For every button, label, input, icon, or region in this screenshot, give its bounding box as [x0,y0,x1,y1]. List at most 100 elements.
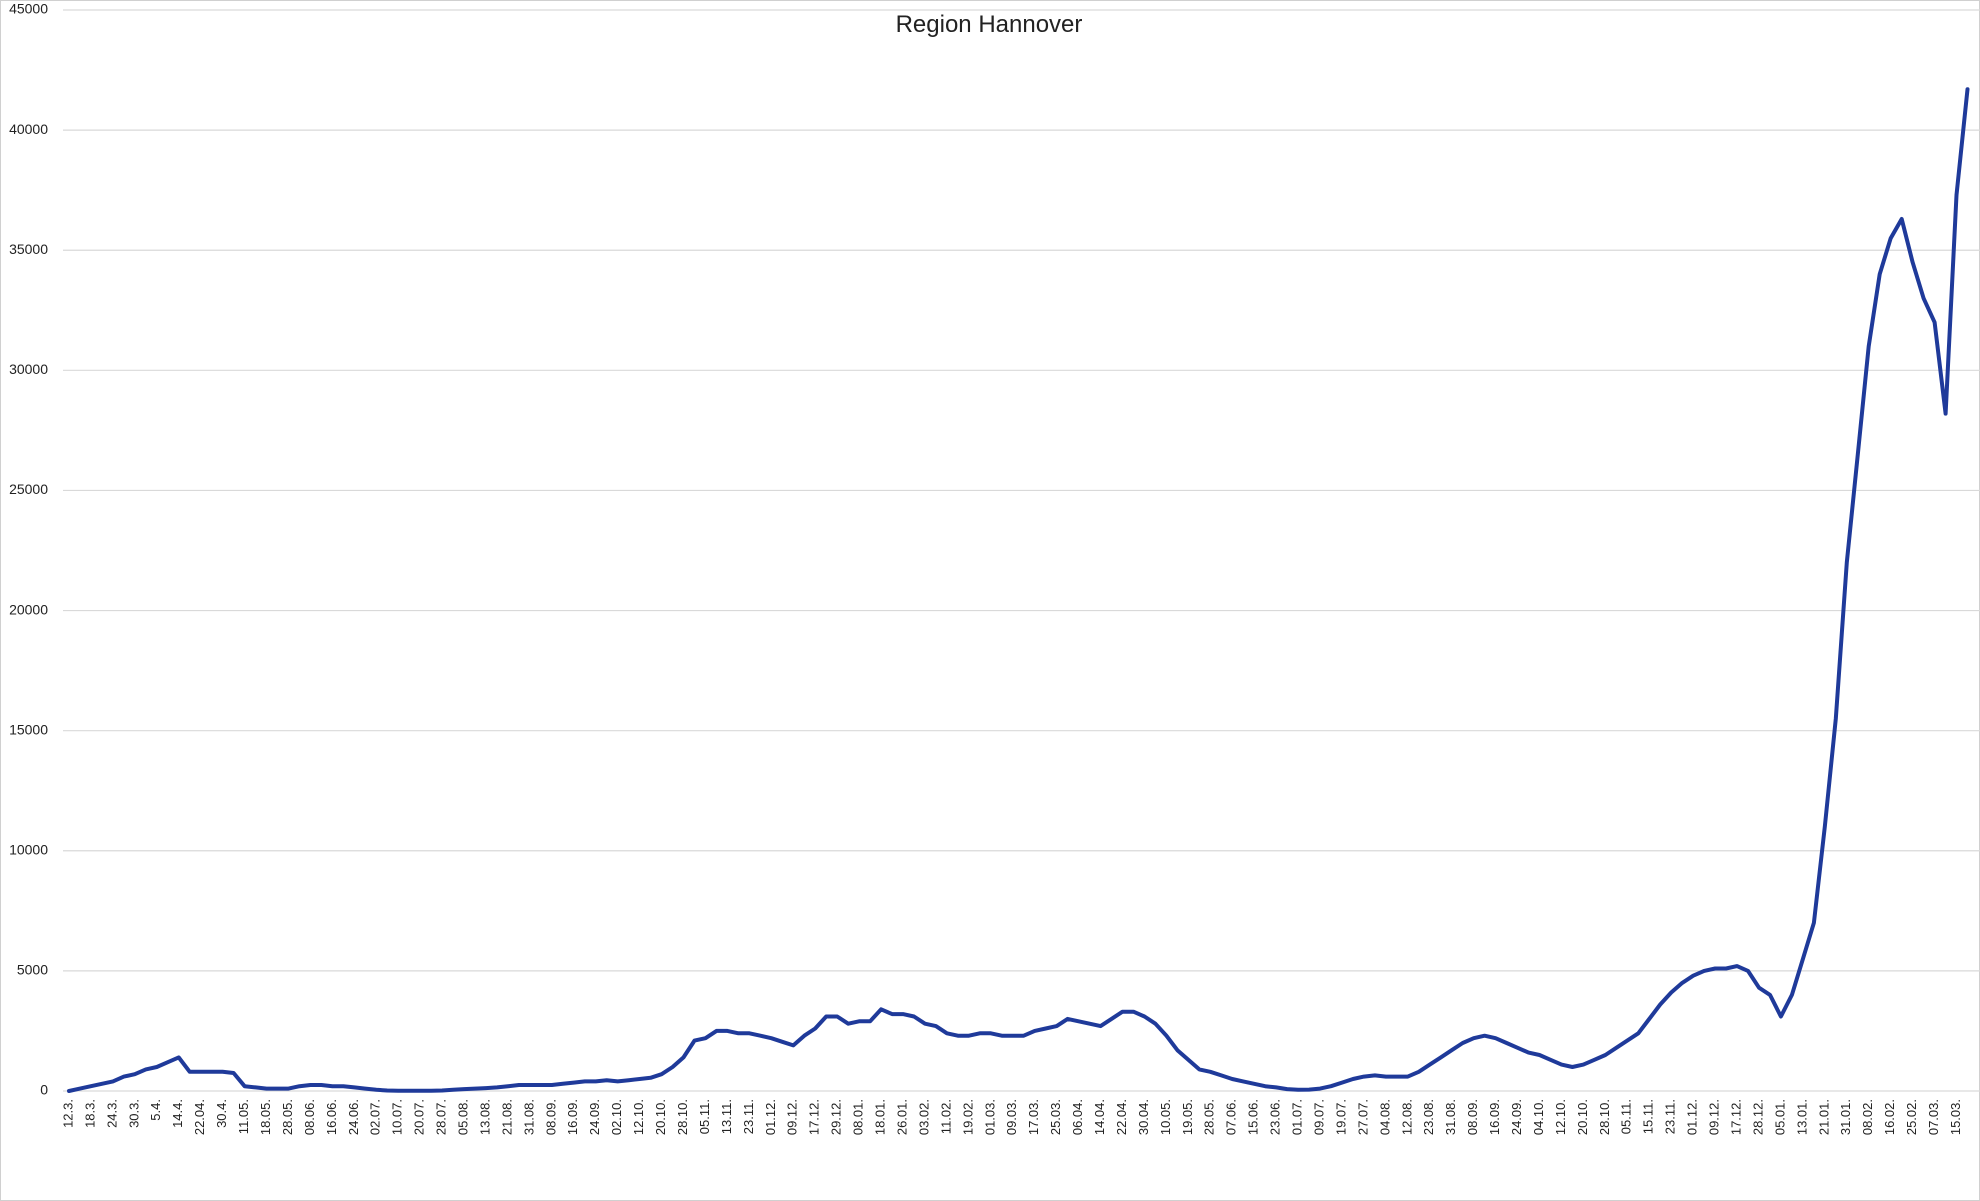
x-tick-label: 27.07. [1355,1099,1370,1135]
x-tick-label: 22.04. [1114,1099,1129,1135]
x-tick-label: 07.06. [1224,1099,1239,1135]
x-tick-label: 12.10. [631,1099,646,1135]
x-tick-label: 05.01. [1772,1099,1787,1135]
x-tick-label: 28.10. [1597,1099,1612,1135]
x-tick-label: 03.02. [916,1099,931,1135]
x-tick-label: 11.05. [236,1099,251,1134]
y-tick-label: 25000 [9,481,48,497]
x-tick-label: 04.10. [1531,1099,1546,1135]
x-tick-label: 31.08. [521,1099,536,1135]
x-tick-label: 31.08. [1443,1099,1458,1135]
x-tick-label: 08.01. [851,1099,866,1135]
y-tick-label: 35000 [9,241,48,257]
x-tick-label: 20.07. [412,1099,427,1135]
x-tick-label: 30.04. [1136,1099,1151,1135]
x-tick-label: 23.11. [1663,1099,1678,1134]
x-tick-label: 11.02. [938,1099,953,1134]
x-tick-label: 23.06. [1268,1099,1283,1135]
x-tick-label: 09.12. [1707,1099,1722,1135]
x-tick-label: 16.09. [565,1099,580,1135]
x-tick-label: 13.11. [719,1099,734,1134]
x-tick-label: 05.11. [697,1099,712,1134]
x-tick-label: 12.08. [1399,1099,1414,1135]
x-tick-label: 17.03. [1026,1099,1041,1135]
x-tick-label: 19.05. [1180,1099,1195,1135]
x-tick-label: 05.08. [456,1099,471,1135]
data-line [67,87,1970,1093]
x-tick-label: 16.02. [1882,1099,1897,1135]
x-tick-label: 13.08. [477,1099,492,1135]
x-tick-label: 25.03. [1048,1099,1063,1135]
x-tick-label: 01.03. [982,1099,997,1135]
x-tick-label: 16.06. [324,1099,339,1135]
x-tick-label: 30.3. [126,1099,141,1128]
y-tick-label: 15000 [9,721,48,737]
x-tick-label: 17.12. [807,1099,822,1135]
x-tick-label: 08.02. [1860,1099,1875,1135]
x-tick-label: 05.11. [1619,1099,1634,1134]
x-tick-label: 20.10. [653,1099,668,1135]
x-tick-label: 10.05. [1158,1099,1173,1135]
x-tick-label: 15.11. [1641,1099,1656,1134]
x-tick-label: 24.06. [346,1099,361,1135]
x-tick-label: 19.07. [1333,1099,1348,1135]
x-tick-label: 09.03. [1004,1099,1019,1135]
x-tick-label: 02.07. [368,1099,383,1135]
x-tick-label: 01.12. [1685,1099,1700,1135]
x-tick-label: 28.12. [1750,1099,1765,1135]
x-tick-label: 22.04. [192,1099,207,1135]
x-tick-label: 07.03. [1926,1099,1941,1135]
y-tick-label: 30000 [9,361,48,377]
x-tick-label: 12.10. [1553,1099,1568,1135]
x-tick-label: 24.3. [104,1099,119,1128]
y-tick-label: 5000 [17,962,48,978]
y-tick-label: 40000 [9,121,48,137]
x-tick-label: 21.08. [499,1099,514,1135]
x-tick-label: 09.12. [785,1099,800,1135]
x-tick-label: 23.11. [741,1099,756,1134]
x-tick-label: 19.02. [960,1099,975,1135]
x-tick-label: 01.12. [763,1099,778,1135]
y-tick-label: 20000 [9,601,48,617]
x-tick-label: 28.07. [434,1099,449,1135]
x-tick-label: 31.01. [1838,1099,1853,1135]
x-tick-label: 28.05. [280,1099,295,1135]
x-tick-label: 02.10. [609,1099,624,1135]
x-tick-label: 21.01. [1816,1099,1831,1135]
x-tick-label: 29.12. [829,1099,844,1135]
x-tick-label: 10.07. [390,1099,405,1135]
x-tick-label: 15.06. [1246,1099,1261,1135]
x-tick-label: 12.3. [60,1099,75,1128]
x-tick-label: 16.09. [1487,1099,1502,1135]
x-tick-label: 24.09. [587,1099,602,1135]
x-tick-label: 17.12. [1728,1099,1743,1135]
x-tick-label: 30.4. [214,1099,229,1128]
x-tick-label: 18.05. [258,1099,273,1135]
x-tick-label: 14.04. [1092,1099,1107,1135]
x-tick-label: 18.3. [82,1099,97,1128]
y-tick-label: 0 [40,1082,48,1098]
y-tick-label: 45000 [9,1,48,17]
x-tick-label: 20.10. [1575,1099,1590,1135]
x-tick-label: 08.06. [302,1099,317,1135]
x-tick-label: 08.09. [1465,1099,1480,1135]
x-tick-label: 5.4. [148,1099,163,1121]
x-tick-label: 25.02. [1904,1099,1919,1135]
x-tick-label: 15.03. [1948,1099,1963,1135]
x-tick-label: 13.01. [1794,1099,1809,1135]
x-tick-label: 09.07. [1311,1099,1326,1135]
x-tick-label: 01.07. [1290,1099,1305,1135]
y-tick-label: 10000 [9,841,48,857]
x-tick-label: 24.09. [1509,1099,1524,1135]
x-tick-label: 23.08. [1421,1099,1436,1135]
x-tick-label: 28.05. [1202,1099,1217,1135]
x-tick-label: 14.4. [170,1099,185,1128]
x-tick-label: 18.01. [873,1099,888,1135]
x-tick-label: 28.10. [675,1099,690,1135]
x-tick-label: 26.01. [894,1099,909,1135]
chart-title: Region Hannover [896,11,1083,38]
x-tick-label: 06.04. [1070,1099,1085,1135]
x-tick-label: 04.08. [1377,1099,1392,1135]
